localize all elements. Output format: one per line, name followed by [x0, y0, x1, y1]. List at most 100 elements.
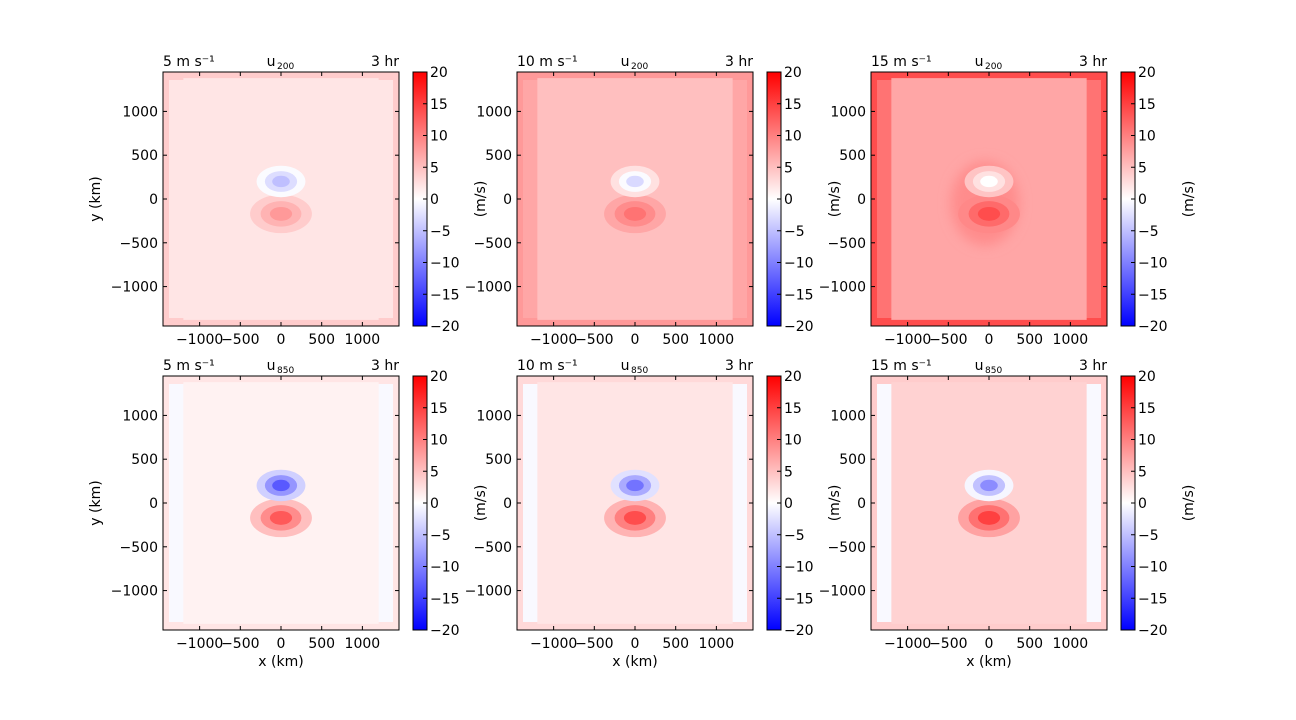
negative-lobe-3	[272, 175, 290, 188]
x-tick-label: −500	[929, 636, 967, 652]
y-tick-label: 0	[857, 496, 866, 512]
x-axis-label: x (km)	[966, 654, 1011, 670]
y-tick-label: −1000	[819, 584, 866, 600]
x-tick-label: 500	[308, 332, 335, 348]
panel-right-title: 3 hr	[371, 54, 399, 70]
heatmap-field	[163, 376, 399, 630]
x-tick-label: 1000	[1053, 636, 1089, 652]
colorbar: 20 15 10 5 0 −5 −10 −15 −20 (m/s)	[766, 65, 843, 335]
y-tick-label: 0	[503, 192, 512, 208]
colorbar-tick-label: 5	[430, 464, 439, 480]
positive-lobe-3	[269, 510, 293, 525]
colorbar-tick-label: −5	[784, 528, 805, 544]
x-tick-label: 1000	[699, 636, 735, 652]
y-tick-label: −1000	[819, 280, 866, 296]
x-tick-label: 1000	[1053, 332, 1089, 348]
panel-center-subscript: 850	[277, 366, 294, 376]
x-tick-label: −500	[575, 636, 613, 652]
colorbar-tick-label: −20	[784, 319, 814, 335]
y-tick-label: −500	[828, 236, 866, 252]
x-tick-label: 0	[985, 636, 994, 652]
panel-left-title: 15 m s⁻¹	[871, 358, 932, 374]
colorbar-tick-label: 15	[1138, 401, 1156, 417]
colorbar-tick-label: 0	[784, 496, 793, 512]
y-tick-label: −500	[828, 540, 866, 556]
colorbar-tick-label: −20	[1138, 623, 1168, 639]
y-tick-label: 1000	[122, 104, 158, 120]
panel-right-title: 3 hr	[1079, 358, 1107, 374]
colorbar: 20 15 10 5 0 −5 −10 −15 −20 (m/s)	[1120, 369, 1197, 639]
colorbar-label: (m/s)	[1181, 181, 1197, 218]
x-tick-label: −1000	[530, 332, 577, 348]
y-tick-label: 0	[149, 496, 158, 512]
x-tick-label: 0	[985, 332, 994, 348]
colorbar-tick-label: −10	[784, 256, 814, 272]
colorbar-tick-label: −15	[430, 591, 460, 607]
colorbar-label: (m/s)	[827, 181, 843, 218]
panel-center-title: u	[621, 54, 630, 70]
negative-lobe-3	[626, 479, 644, 492]
colorbar-tick-label: −10	[1138, 560, 1168, 576]
vortex-dipole	[250, 469, 312, 538]
colorbar-tick-label: −10	[430, 256, 460, 272]
positive-lobe-3	[269, 206, 293, 221]
colorbar-label: (m/s)	[473, 485, 489, 522]
x-tick-label: 500	[662, 636, 689, 652]
vortex-dipole	[958, 165, 1020, 234]
colorbar-tick-label: −20	[784, 623, 814, 639]
panel-center-subscript: 200	[277, 62, 294, 72]
panel-center-title: u	[267, 54, 276, 70]
y-axis-label: y (km)	[88, 176, 104, 221]
x-tick-label: 500	[308, 636, 335, 652]
x-tick-label: −1000	[884, 636, 931, 652]
x-tick-label: −500	[575, 332, 613, 348]
colorbar-tick-label: −5	[784, 224, 805, 240]
colorbar-tick-label: −15	[430, 287, 460, 303]
negative-lobe-3	[980, 175, 998, 188]
y-tick-label: −1000	[111, 584, 158, 600]
panel-center-subscript: 200	[985, 62, 1002, 72]
y-tick-label: 500	[839, 452, 866, 468]
vortex-dipole	[604, 165, 666, 234]
x-tick-label: 500	[1016, 636, 1043, 652]
heatmap-field	[871, 376, 1107, 630]
colorbar: 20 15 10 5 0 −5 −10 −15 −20 (m/s)	[1120, 65, 1197, 335]
panel-left-title: 5 m s⁻¹	[163, 358, 215, 374]
colorbar-tick-label: 15	[430, 401, 448, 417]
colorbar-tick-label: 5	[784, 464, 793, 480]
panel-left-title: 15 m s⁻¹	[871, 54, 932, 70]
x-tick-label: 0	[631, 636, 640, 652]
y-tick-label: 1000	[122, 408, 158, 424]
colorbar-tick-label: −10	[784, 560, 814, 576]
vortex-dipole	[604, 469, 666, 538]
heatmap-field	[871, 72, 1107, 326]
colorbar-tick-label: 20	[784, 369, 802, 385]
colorbar-tick-label: −20	[430, 319, 460, 335]
positive-lobe-3	[977, 206, 1001, 221]
heatmap-field	[517, 376, 753, 630]
colorbar-label: (m/s)	[473, 181, 489, 218]
colorbar: 20 15 10 5 0 −5 −10 −15 −20 (m/s)	[412, 65, 489, 335]
panel-center-subscript: 850	[631, 366, 648, 376]
colorbar-tick-label: −15	[1138, 591, 1168, 607]
panel-center-title: u	[975, 358, 984, 374]
colorbar-tick-label: 0	[430, 192, 439, 208]
panel-right-title: 3 hr	[371, 358, 399, 374]
panel-left-title: 5 m s⁻¹	[163, 54, 215, 70]
y-tick-label: 500	[839, 148, 866, 164]
colorbar-tick-label: −10	[430, 560, 460, 576]
colorbar: 20 15 10 5 0 −5 −10 −15 −20 (m/s)	[766, 369, 843, 639]
colorbar-tick-label: 0	[784, 192, 793, 208]
panel-left-title: 10 m s⁻¹	[517, 358, 578, 374]
colorbar-tick-label: 0	[430, 496, 439, 512]
colorbar-tick-label: −20	[1138, 319, 1168, 335]
colorbar-tick-label: −5	[1138, 224, 1159, 240]
y-tick-label: 1000	[830, 104, 866, 120]
x-tick-label: −1000	[530, 636, 577, 652]
colorbar-tick-label: 5	[784, 160, 793, 176]
x-tick-label: −1000	[176, 332, 223, 348]
negative-lobe-3	[272, 479, 290, 492]
